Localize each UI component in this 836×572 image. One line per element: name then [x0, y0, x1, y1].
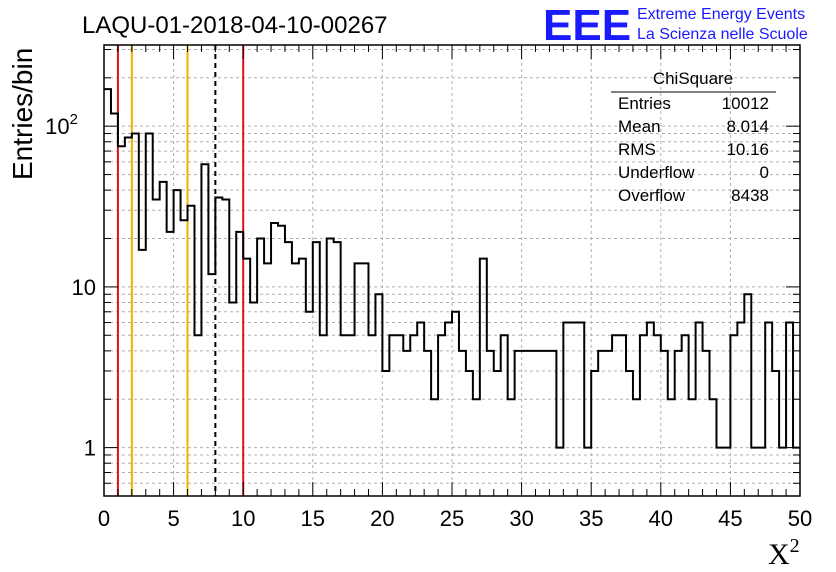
chart-title: LAQU-01-2018-04-10-00267	[82, 12, 388, 39]
y-tick-label: 102	[45, 111, 78, 139]
histogram-bars	[104, 88, 800, 449]
x-tick-label: 15	[301, 506, 325, 531]
x-tick-label: 40	[649, 506, 673, 531]
x-tick-label: 5	[167, 506, 179, 531]
y-tick-label: 1	[84, 436, 96, 461]
x-tick-label: 50	[788, 506, 812, 531]
x-tick-label: 35	[579, 506, 603, 531]
stats-label-entries: Entries	[618, 94, 671, 113]
stats-label-overflow: Overflow	[618, 186, 686, 205]
stats-label-underflow: Underflow	[618, 163, 695, 182]
stats-box: ChiSquare Entries 10012 Mean 8.014 RMS 1…	[611, 69, 776, 205]
axis-ticks: 0 5 10 15 20 25 30 35 40 45 50 1 10 102	[45, 45, 812, 531]
stats-value-rms: 10.16	[726, 140, 769, 159]
stats-value-overflow: 8438	[731, 186, 769, 205]
stats-value-underflow: 0	[760, 163, 769, 182]
y-tick-label: 10	[72, 275, 96, 300]
stats-label-mean: Mean	[618, 117, 661, 136]
stats-value-mean: 8.014	[726, 117, 769, 136]
stats-value-entries: 10012	[722, 94, 769, 113]
x-tick-label: 10	[231, 506, 255, 531]
logo-line-2: La Scienza nelle Scuole	[637, 26, 808, 43]
x-axis-label: X2	[768, 535, 800, 571]
histogram-outline	[104, 88, 800, 449]
x-tick-label: 30	[509, 506, 533, 531]
y-axis-label: Entries/bin	[7, 48, 38, 180]
x-tick-label: 45	[718, 506, 742, 531]
stats-title: ChiSquare	[653, 69, 733, 88]
stats-label-rms: RMS	[618, 140, 656, 159]
eee-logo: EEE	[543, 1, 631, 50]
logo-line-1: Extreme Energy Events	[637, 6, 805, 23]
plot-frame	[103, 44, 801, 497]
x-tick-label: 0	[98, 506, 110, 531]
x-tick-label: 25	[440, 506, 464, 531]
x-tick-label: 20	[370, 506, 394, 531]
